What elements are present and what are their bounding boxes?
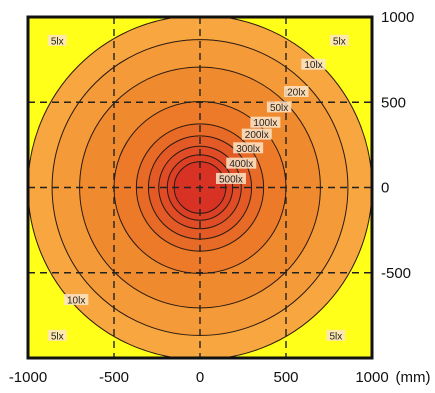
contour-label-bg (233, 142, 264, 154)
contour-label-bg (63, 294, 89, 306)
y-tick-label: 500 (381, 94, 406, 111)
contour-label: 5lx (51, 331, 64, 342)
x-tick-label: -1000 (9, 369, 47, 386)
y-tick-label: 0 (381, 180, 389, 197)
contour-label: 500lx (219, 174, 243, 185)
x-tick-label: 1000 (355, 369, 388, 386)
contour-label: 400lx (229, 159, 253, 170)
contour-label-bg (266, 101, 292, 113)
contour-label-bg (284, 86, 309, 98)
contour-label: 5lx (333, 36, 346, 47)
contour-label-bg (47, 329, 67, 341)
contour-label-bg (241, 128, 272, 140)
contour-label: 300lx (236, 144, 260, 155)
contour-label: 20lx (287, 88, 305, 99)
contour-label: 10lx (67, 296, 85, 307)
contour-label: 200lx (245, 130, 269, 141)
contour-label-bg (326, 329, 346, 341)
plot-frame (26, 15, 374, 360)
contour-label-bg (47, 34, 67, 46)
y-tick-label: 1000 (381, 9, 414, 26)
x-tick-label: 500 (273, 369, 298, 386)
contour-label: 50lx (270, 103, 288, 114)
contour-label: 5lx (51, 36, 64, 47)
contour-label-bg (226, 157, 257, 169)
contour-label-bg (250, 116, 281, 128)
x-tick-label: -500 (99, 369, 129, 386)
contour-label-bg (301, 58, 326, 70)
contour-label: 5lx (329, 331, 342, 342)
contour-label: 10lx (304, 60, 322, 71)
x-tick-label: 0 (196, 369, 204, 386)
contour-label-bg (329, 34, 349, 46)
x-axis-unit: (mm) (396, 369, 431, 386)
contour-label: 100lx (253, 118, 277, 129)
y-tick-label: -500 (381, 265, 411, 282)
contour-label-bg (215, 172, 246, 184)
